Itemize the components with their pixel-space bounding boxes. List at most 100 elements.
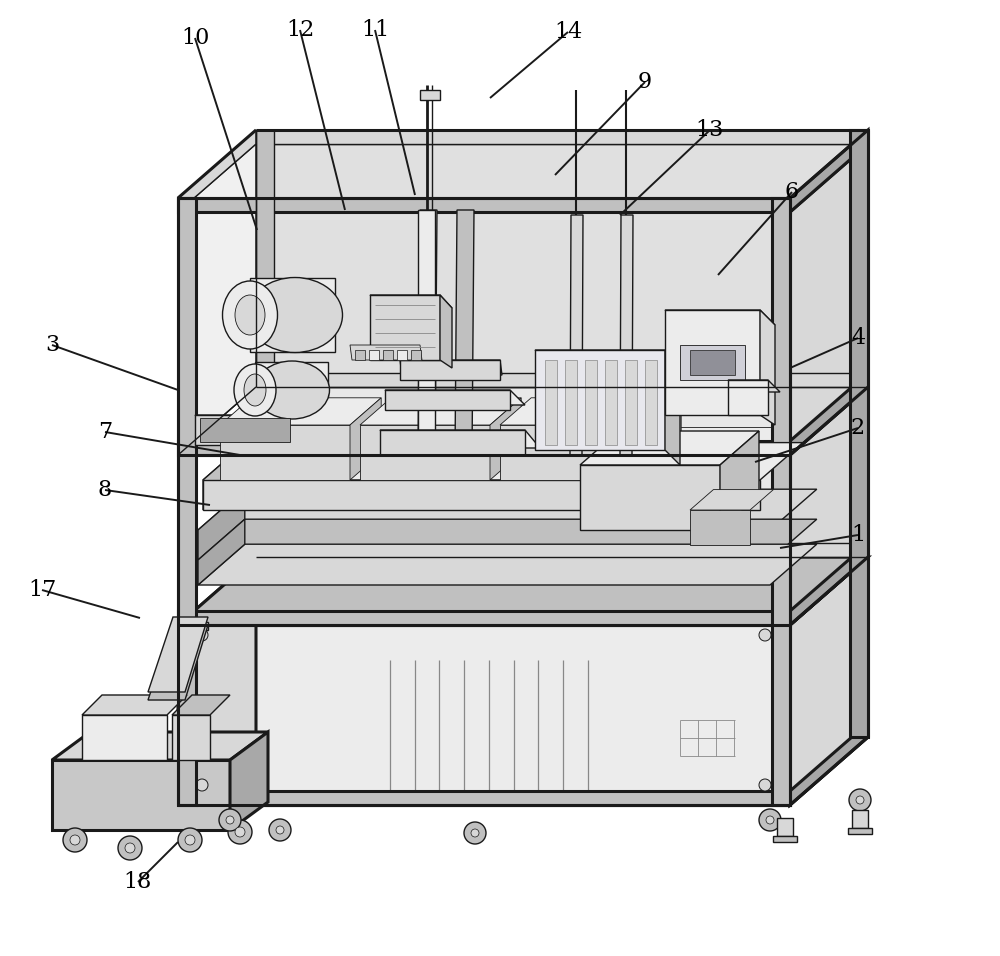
Text: 8: 8 bbox=[98, 479, 112, 501]
Polygon shape bbox=[178, 130, 256, 212]
Polygon shape bbox=[585, 360, 597, 445]
Polygon shape bbox=[440, 295, 452, 368]
Text: 18: 18 bbox=[124, 871, 152, 893]
Polygon shape bbox=[370, 295, 440, 360]
Polygon shape bbox=[256, 543, 868, 557]
Polygon shape bbox=[355, 350, 365, 360]
Polygon shape bbox=[645, 360, 657, 445]
Text: 7: 7 bbox=[98, 421, 112, 443]
Ellipse shape bbox=[254, 361, 330, 419]
Text: 12: 12 bbox=[286, 19, 314, 41]
Polygon shape bbox=[178, 144, 256, 455]
Polygon shape bbox=[790, 557, 868, 805]
Circle shape bbox=[235, 827, 245, 837]
Polygon shape bbox=[418, 210, 435, 455]
Polygon shape bbox=[790, 130, 868, 212]
Polygon shape bbox=[173, 622, 208, 630]
Polygon shape bbox=[790, 373, 868, 455]
Polygon shape bbox=[565, 360, 577, 445]
Text: 11: 11 bbox=[361, 19, 389, 41]
Polygon shape bbox=[420, 90, 440, 100]
Polygon shape bbox=[680, 345, 745, 380]
Polygon shape bbox=[500, 425, 650, 480]
Polygon shape bbox=[178, 198, 790, 212]
Polygon shape bbox=[760, 310, 775, 425]
Polygon shape bbox=[580, 431, 759, 465]
Text: 17: 17 bbox=[28, 579, 56, 601]
Polygon shape bbox=[620, 215, 633, 455]
Polygon shape bbox=[255, 362, 328, 418]
Polygon shape bbox=[400, 360, 500, 380]
Text: 1: 1 bbox=[851, 524, 865, 546]
Circle shape bbox=[276, 826, 284, 834]
Polygon shape bbox=[720, 431, 759, 530]
Polygon shape bbox=[570, 215, 583, 455]
Polygon shape bbox=[52, 760, 230, 830]
Polygon shape bbox=[178, 198, 196, 805]
Polygon shape bbox=[52, 732, 268, 760]
Polygon shape bbox=[256, 130, 274, 387]
Polygon shape bbox=[665, 310, 775, 325]
Text: 4: 4 bbox=[851, 327, 865, 349]
Ellipse shape bbox=[244, 374, 266, 406]
Polygon shape bbox=[397, 350, 407, 360]
Polygon shape bbox=[203, 480, 760, 510]
Circle shape bbox=[219, 809, 241, 831]
Polygon shape bbox=[383, 350, 393, 360]
Polygon shape bbox=[385, 390, 525, 405]
Polygon shape bbox=[195, 415, 360, 445]
Polygon shape bbox=[665, 310, 760, 415]
Polygon shape bbox=[82, 715, 167, 760]
Polygon shape bbox=[360, 398, 521, 425]
Polygon shape bbox=[148, 625, 208, 700]
Polygon shape bbox=[178, 625, 790, 805]
Polygon shape bbox=[690, 350, 735, 375]
Circle shape bbox=[226, 816, 234, 824]
Polygon shape bbox=[256, 144, 868, 387]
Polygon shape bbox=[220, 398, 381, 425]
Polygon shape bbox=[380, 430, 540, 448]
Polygon shape bbox=[220, 425, 350, 480]
Polygon shape bbox=[178, 791, 790, 805]
Polygon shape bbox=[625, 360, 637, 445]
Text: 10: 10 bbox=[181, 27, 209, 49]
Ellipse shape bbox=[234, 364, 276, 416]
Circle shape bbox=[849, 789, 871, 811]
Text: 9: 9 bbox=[638, 71, 652, 93]
Polygon shape bbox=[400, 360, 502, 375]
Polygon shape bbox=[500, 398, 681, 425]
Polygon shape bbox=[198, 544, 817, 585]
Circle shape bbox=[178, 828, 202, 852]
Text: 14: 14 bbox=[554, 21, 582, 43]
Circle shape bbox=[196, 629, 208, 641]
Ellipse shape bbox=[222, 281, 278, 349]
Polygon shape bbox=[250, 278, 335, 352]
Text: 2: 2 bbox=[851, 417, 865, 439]
Polygon shape bbox=[850, 130, 868, 737]
Circle shape bbox=[856, 796, 864, 804]
Polygon shape bbox=[380, 430, 525, 455]
Polygon shape bbox=[455, 210, 474, 455]
Polygon shape bbox=[200, 418, 290, 442]
Circle shape bbox=[269, 819, 291, 841]
Polygon shape bbox=[605, 360, 617, 445]
Polygon shape bbox=[690, 510, 750, 545]
Polygon shape bbox=[230, 732, 268, 830]
Polygon shape bbox=[178, 441, 790, 455]
Polygon shape bbox=[790, 144, 868, 455]
Circle shape bbox=[196, 779, 208, 791]
Polygon shape bbox=[178, 557, 868, 625]
Text: 6: 6 bbox=[785, 181, 799, 203]
Circle shape bbox=[759, 779, 771, 791]
Polygon shape bbox=[650, 398, 681, 480]
Polygon shape bbox=[178, 611, 790, 625]
Polygon shape bbox=[772, 198, 790, 805]
Polygon shape bbox=[350, 398, 381, 480]
Polygon shape bbox=[535, 350, 680, 365]
Polygon shape bbox=[848, 828, 872, 834]
Polygon shape bbox=[370, 295, 452, 308]
Polygon shape bbox=[369, 350, 379, 360]
Polygon shape bbox=[148, 617, 208, 692]
Ellipse shape bbox=[248, 277, 342, 353]
Circle shape bbox=[464, 822, 486, 844]
